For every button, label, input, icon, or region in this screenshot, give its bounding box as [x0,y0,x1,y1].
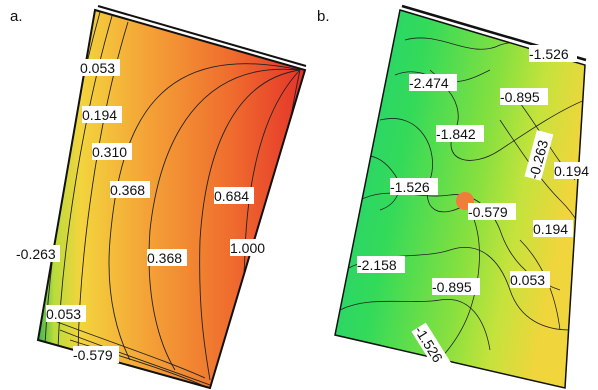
panel-b-border [334,9,586,389]
contour-label: -0.579 [73,347,113,363]
contour-label: -0.263 [16,246,56,262]
contour-label: 0.194 [82,107,117,123]
panel-b-letter: b. [317,8,330,25]
panel-a-field [38,10,305,388]
contour-label: -0.579 [468,204,508,220]
contour-label: 0.053 [80,60,115,76]
contour-label: 0.684 [214,188,249,204]
contour-label: -1.526 [529,46,569,62]
contour-label: 0.194 [533,221,568,237]
panel-a-top-edge [97,5,307,67]
contour-label: -2.474 [409,75,449,91]
panel-a-letter: a. [10,8,23,25]
contour-label: 0.368 [110,182,145,198]
contour-label: 0.053 [46,306,81,322]
panel-b-contours [339,37,585,381]
panel-a-labels: 0.053 0.194 0.310 0.368 0.684 1.000 -0.2… [16,59,270,363]
contour-label: -1.842 [436,126,476,142]
contour-label: -0.895 [432,279,472,295]
panel-a-border [36,8,307,390]
contour-label: 1.000 [230,240,265,256]
contour-label: -0.895 [500,89,540,105]
contour-label: -2.158 [357,257,397,273]
contour-label: 0.194 [554,163,589,179]
contour-label: 0.053 [510,272,545,288]
panel-b-plot [334,4,587,389]
contour-label: -1.526 [390,179,430,195]
panel-a-plot [36,5,307,390]
contour-label: 0.368 [147,250,182,266]
contour-label: 0.310 [92,144,127,160]
